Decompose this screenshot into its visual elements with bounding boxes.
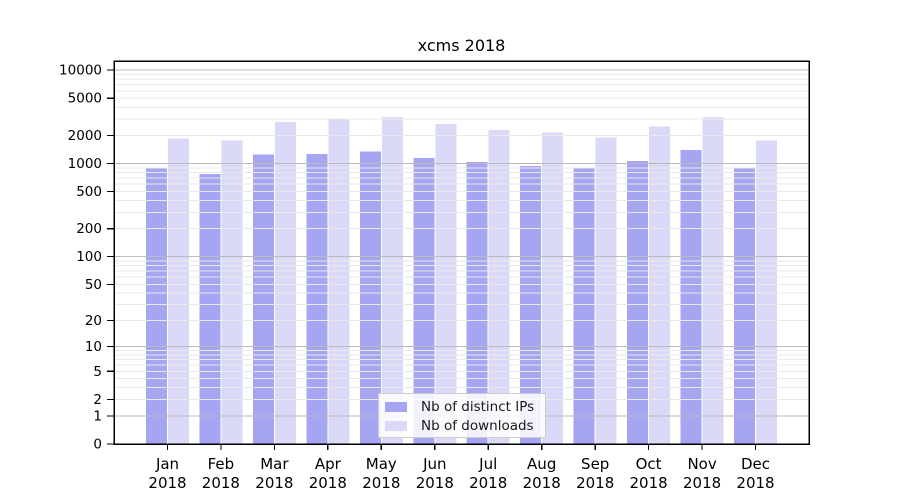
bar-downloads-aug [542,132,564,445]
legend-swatch-downloads [385,421,407,431]
x-tick-label-year: 2018 [309,474,347,492]
y-tick-label: 1 [93,408,102,424]
x-tick-label-month: Jan [155,455,179,473]
x-tick-label-month: Nov [687,455,716,473]
bar-distinct-ips-apr [306,154,328,444]
y-tick-label: 20 [85,313,102,329]
bar-downloads-may [381,117,403,444]
x-tick-label-year: 2018 [683,474,721,492]
x-tick-label-month: Sep [581,455,609,473]
x-tick-label-year: 2018 [202,474,240,492]
bar-distinct-ips-jan [146,168,167,444]
x-tick-label-year: 2018 [469,474,507,492]
y-tick-label: 5 [93,364,102,380]
x-tick-label-month: Aug [527,455,556,473]
y-tick-label: 2 [93,392,102,408]
x-tick-label-month: Jun [422,455,446,473]
y-tick-label: 10 [85,339,102,355]
x-tick-label-year: 2018 [736,474,774,492]
bar-downloads-jul [488,130,510,444]
bar-distinct-ips-mar [252,154,274,444]
x-tick-label-month: Oct [636,455,662,473]
x-tick-label-year: 2018 [630,474,668,492]
bar-downloads-dec [756,140,777,444]
bar-downloads-nov [702,117,724,444]
x-tick-label-year: 2018 [362,474,400,492]
legend-label-distinct-ips: Nb of distinct IPs [421,399,535,415]
legend-item-distinct-ips: Nb of distinct IPs [385,398,545,416]
legend-swatch-distinct-ips [385,402,407,412]
bar-distinct-ips-jul [466,162,488,444]
y-tick-label: 200 [76,221,102,237]
legend-item-downloads: Nb of downloads [385,417,545,435]
x-tick-label-year: 2018 [523,474,561,492]
x-tick-label-month: Mar [260,455,289,473]
bar-downloads-mar [274,122,296,444]
y-tick-label: 0 [93,437,102,453]
bar-distinct-ips-jun [413,157,435,445]
y-tick-label: 10000 [59,63,102,79]
x-tick-label-month: Dec [741,455,770,473]
y-tick-label: 1000 [68,156,102,172]
x-tick-label-year: 2018 [576,474,614,492]
bar-downloads-jan [168,138,189,444]
bar-distinct-ips-dec [734,167,755,445]
x-tick-label-year: 2018 [255,474,293,492]
legend-label-downloads: Nb of downloads [421,418,534,434]
y-tick-label: 100 [76,249,102,265]
legend: Nb of distinct IPs Nb of downloads [378,393,546,438]
y-tick-label: 500 [76,184,102,200]
x-tick-label-month: Apr [315,455,342,473]
axes-frame [113,60,810,445]
bar-downloads-sep [595,137,617,444]
bar-distinct-ips-feb [199,174,221,444]
bar-distinct-ips-nov [680,150,702,444]
bar-downloads-feb [221,140,243,445]
y-tick-label: 5000 [68,91,102,107]
x-tick-label-month: May [366,455,397,473]
y-tick-label: 2000 [68,128,102,144]
x-tick-label-year: 2018 [416,474,454,492]
chart-title: xcms 2018 [417,36,506,55]
bar-distinct-ips-sep [573,167,595,444]
bar-distinct-ips-oct [627,160,649,445]
bar-downloads-oct [649,126,671,444]
x-tick-label-month: Feb [208,455,235,473]
x-tick-label-year: 2018 [148,474,186,492]
x-tick-label-month: Jul [478,455,497,473]
y-tick-label: 50 [85,277,102,293]
